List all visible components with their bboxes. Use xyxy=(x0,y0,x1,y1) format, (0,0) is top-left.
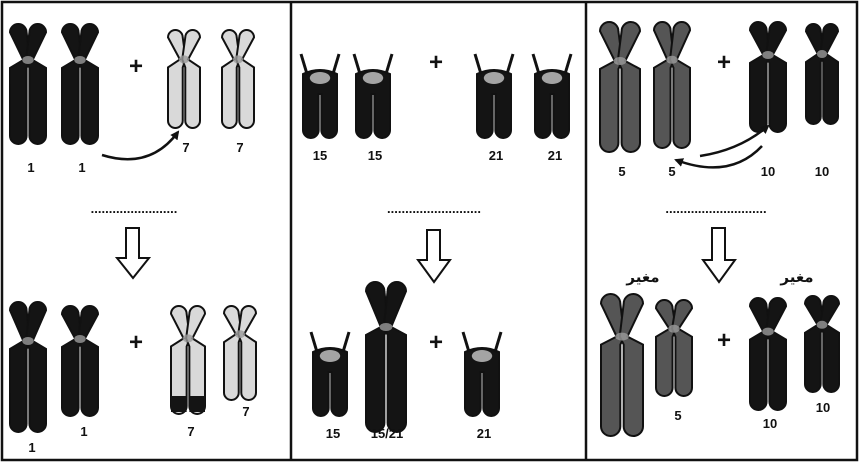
label-chr-15: 15 xyxy=(326,426,340,441)
panel-1: + 1 1 7 7 ........................ + 1 1… xyxy=(8,23,258,455)
down-arrow-icon xyxy=(416,229,452,284)
down-arrow-icon xyxy=(701,227,737,284)
plus-sign: + xyxy=(129,53,143,80)
label-chr-7: 7 xyxy=(182,140,189,155)
changed-label: مغير xyxy=(625,268,659,286)
chromosome-10b xyxy=(804,23,840,125)
dotted-separator: ........................ xyxy=(91,201,178,216)
chromosome-21b xyxy=(531,53,573,139)
changed-label: مغير xyxy=(779,268,813,286)
label-chr-5: 5 xyxy=(668,164,675,179)
label-chr-5: 5 xyxy=(674,408,681,423)
chromosome-10a xyxy=(748,21,788,133)
plus-sign: + xyxy=(717,49,731,76)
chromosome-21a xyxy=(473,53,515,139)
label-chr-10: 10 xyxy=(761,164,775,179)
chromosome-1a-after xyxy=(8,301,48,433)
plus-sign: + xyxy=(429,329,443,356)
panel-3: + 5 5 10 10 ............................… xyxy=(598,21,841,437)
label-chr-10: 10 xyxy=(815,164,829,179)
chromosome-10b-after xyxy=(803,295,841,393)
chromosome-7a xyxy=(166,29,202,129)
label-chr-15-21: 15/21 xyxy=(371,426,404,441)
chromosome-7a-after xyxy=(169,305,207,415)
translocation-arrow xyxy=(101,130,180,161)
label-chr-15: 15 xyxy=(313,148,327,163)
chromosome-15-after xyxy=(309,331,351,417)
chromosome-1b xyxy=(60,23,100,145)
label-chr-1: 1 xyxy=(80,424,87,439)
chromosome-1a xyxy=(8,23,48,145)
label-chr-21: 21 xyxy=(477,426,491,441)
chromosome-5a xyxy=(598,21,642,153)
label-chr-10: 10 xyxy=(763,416,777,431)
label-chr-5: 5 xyxy=(618,164,625,179)
label-chr-1: 1 xyxy=(27,160,34,175)
exchange-arrow-back xyxy=(674,145,763,169)
chromosome-10a-after xyxy=(748,297,788,411)
plus-sign: + xyxy=(429,49,443,76)
chromosome-5a-after xyxy=(599,293,645,437)
dotted-separator: .......................... xyxy=(387,201,481,216)
panel-2: + 15 15 21 21 ..........................… xyxy=(299,49,573,441)
label-chr-15: 15 xyxy=(368,148,382,163)
exchange-arrow-out xyxy=(699,124,770,158)
chromosome-1b-after xyxy=(60,305,100,417)
label-chr-10: 10 xyxy=(816,400,830,415)
chromosome-5b-after xyxy=(654,299,694,397)
chromosome-15b xyxy=(352,53,394,139)
chromosome-7b-after xyxy=(222,305,258,401)
chromosome-15a xyxy=(299,53,341,139)
label-chr-7: 7 xyxy=(242,404,249,419)
label-chr-21: 21 xyxy=(489,148,503,163)
chromosome-7b xyxy=(220,29,256,129)
dotted-separator: ............................ xyxy=(665,201,766,216)
plus-sign: + xyxy=(717,327,731,354)
label-chr-1: 1 xyxy=(78,160,85,175)
chromosome-5b xyxy=(652,21,692,149)
plus-sign: + xyxy=(129,329,143,356)
label-chr-7: 7 xyxy=(187,424,194,439)
down-arrow-icon xyxy=(114,227,152,280)
label-chr-21: 21 xyxy=(548,148,562,163)
label-chr-7: 7 xyxy=(236,140,243,155)
chromosome-21-after xyxy=(461,331,503,417)
label-chr-1: 1 xyxy=(28,440,35,455)
chromosome-15-21-fused xyxy=(364,281,408,433)
